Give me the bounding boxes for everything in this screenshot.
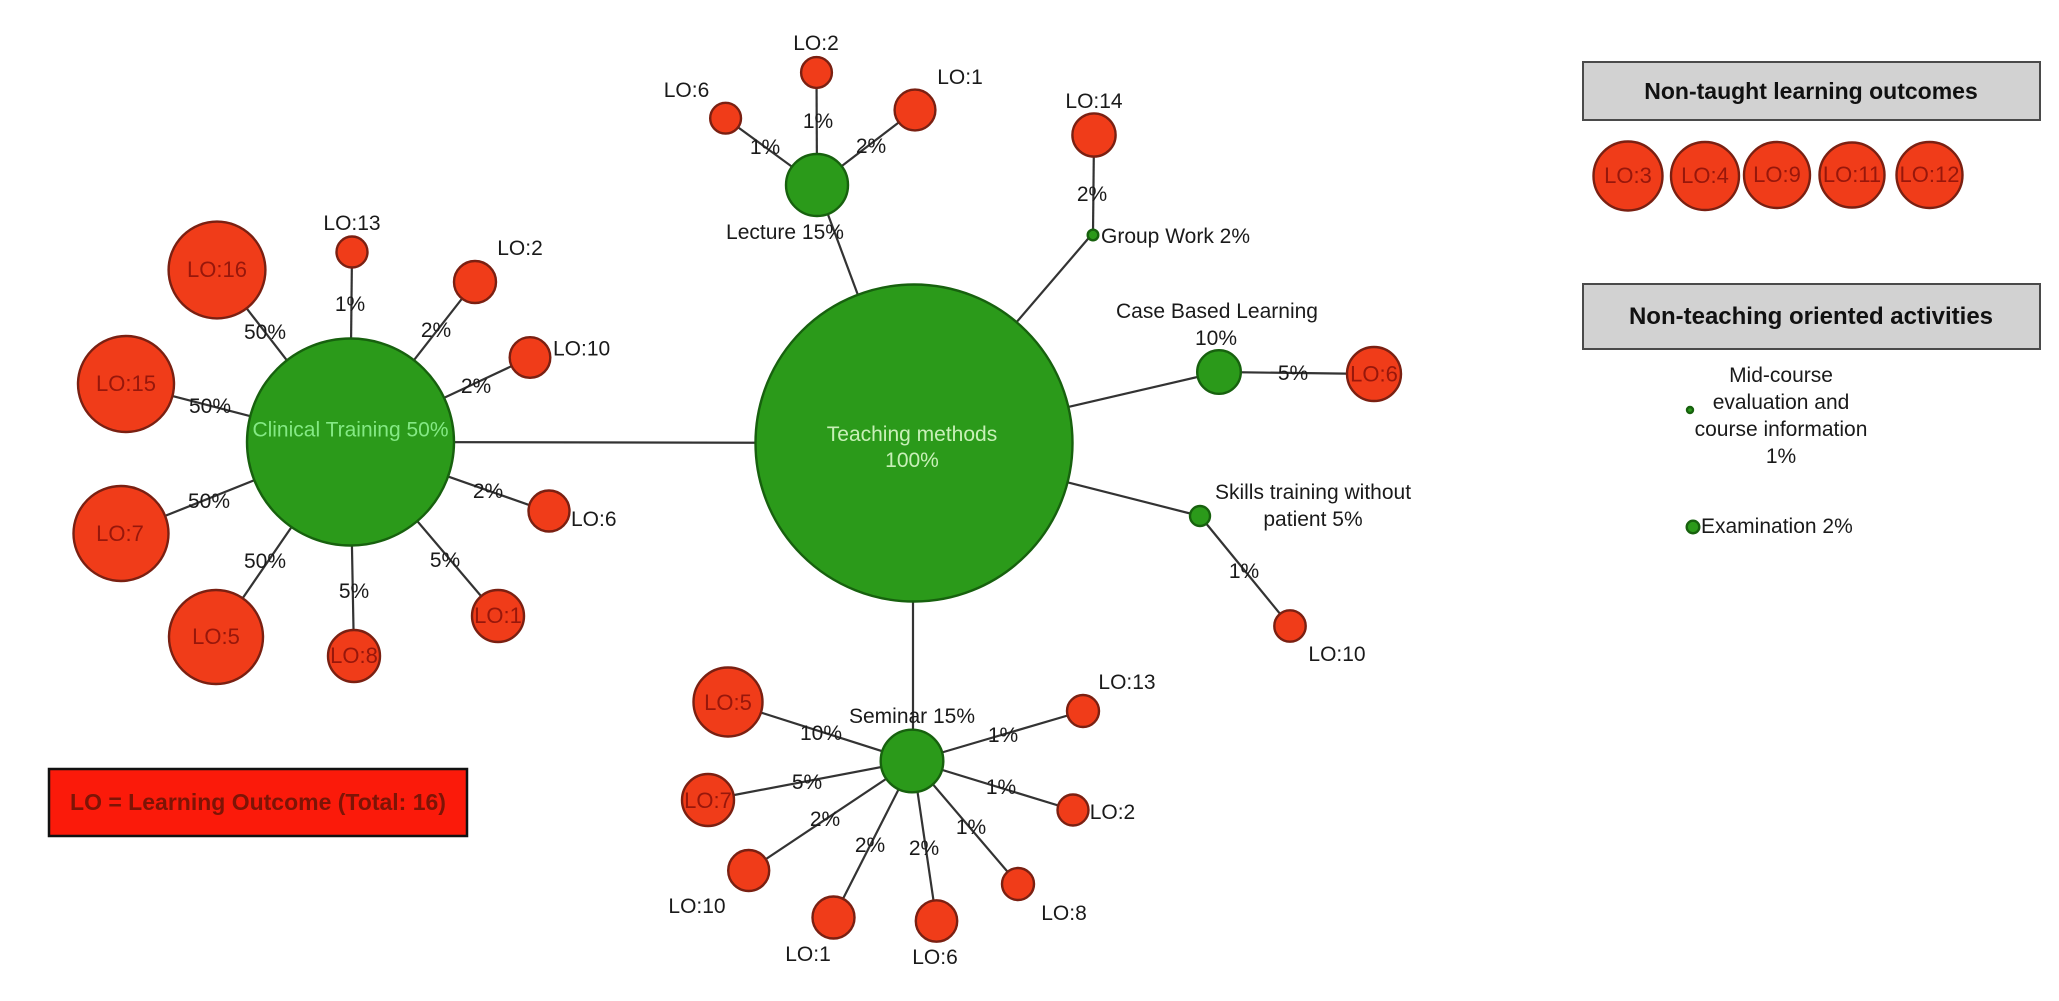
svg-text:Seminar 15%: Seminar 15%	[849, 705, 975, 728]
svg-text:1%: 1%	[335, 293, 365, 316]
svg-text:Clinical Training 50%: Clinical Training 50%	[252, 419, 448, 442]
svg-text:Teaching methods: Teaching methods	[827, 423, 997, 446]
svg-text:1%: 1%	[1766, 445, 1796, 468]
svg-text:1%: 1%	[803, 110, 833, 133]
svg-text:course information: course information	[1695, 418, 1868, 441]
svg-text:LO:13: LO:13	[1098, 671, 1155, 694]
svg-text:50%: 50%	[189, 395, 231, 418]
svg-text:50%: 50%	[244, 550, 286, 573]
svg-text:LO:8: LO:8	[330, 643, 378, 668]
svg-text:Case Based Learning: Case Based Learning	[1116, 300, 1318, 323]
svg-text:Non-teaching oriented activiti: Non-teaching oriented activities	[1629, 303, 1993, 330]
svg-text:2%: 2%	[810, 808, 840, 831]
svg-text:2%: 2%	[1077, 183, 1107, 206]
svg-text:LO:6: LO:6	[1350, 362, 1398, 387]
svg-text:1%: 1%	[1229, 560, 1259, 583]
svg-text:2%: 2%	[473, 480, 503, 503]
svg-text:10%: 10%	[1195, 327, 1237, 350]
svg-text:LO:14: LO:14	[1065, 90, 1123, 113]
svg-text:5%: 5%	[430, 549, 460, 572]
svg-text:LO:10: LO:10	[668, 895, 725, 918]
svg-text:LO:6: LO:6	[571, 508, 617, 531]
svg-text:LO:2: LO:2	[793, 32, 839, 55]
svg-text:LO = Learning Outcome (Total:: LO = Learning Outcome (Total: 16)	[70, 789, 446, 815]
svg-text:LO:7: LO:7	[684, 788, 732, 813]
svg-text:evaluation and: evaluation and	[1713, 391, 1850, 414]
svg-text:LO:7: LO:7	[96, 521, 144, 546]
svg-text:1%: 1%	[988, 724, 1018, 747]
svg-text:100%: 100%	[885, 449, 939, 472]
svg-text:5%: 5%	[792, 771, 822, 794]
svg-text:Examination 2%: Examination 2%	[1701, 515, 1853, 538]
svg-text:2%: 2%	[909, 837, 939, 860]
svg-text:LO:2: LO:2	[1090, 801, 1136, 824]
svg-text:LO:5: LO:5	[704, 690, 752, 715]
svg-text:Non-taught learning outcomes: Non-taught learning outcomes	[1644, 78, 1978, 104]
svg-text:LO:3: LO:3	[1604, 163, 1652, 188]
svg-text:2%: 2%	[855, 834, 885, 857]
svg-text:Skills training without: Skills training without	[1215, 481, 1411, 504]
svg-text:2%: 2%	[461, 375, 491, 398]
svg-text:1%: 1%	[956, 816, 986, 839]
svg-text:LO:1: LO:1	[474, 603, 522, 628]
svg-text:LO:11: LO:11	[1823, 162, 1881, 187]
svg-text:2%: 2%	[856, 135, 886, 158]
svg-text:1%: 1%	[986, 776, 1016, 799]
svg-text:50%: 50%	[244, 321, 286, 344]
svg-text:LO:1: LO:1	[937, 66, 983, 89]
svg-text:LO:8: LO:8	[1041, 902, 1087, 925]
svg-text:1%: 1%	[750, 136, 780, 159]
svg-text:5%: 5%	[1278, 362, 1308, 385]
svg-text:50%: 50%	[188, 490, 230, 513]
svg-text:LO:9: LO:9	[1753, 162, 1801, 187]
svg-text:10%: 10%	[800, 722, 842, 745]
svg-text:Lecture 15%: Lecture 15%	[726, 221, 844, 244]
svg-text:LO:2: LO:2	[497, 237, 543, 260]
svg-text:LO:1: LO:1	[785, 943, 831, 966]
svg-text:LO:6: LO:6	[664, 79, 710, 102]
svg-text:LO:10: LO:10	[1308, 643, 1365, 666]
svg-text:LO:16: LO:16	[187, 257, 247, 282]
svg-text:2%: 2%	[421, 319, 451, 342]
svg-text:LO:10: LO:10	[553, 338, 610, 361]
svg-text:LO:12: LO:12	[1900, 162, 1960, 187]
svg-text:LO:5: LO:5	[192, 624, 240, 649]
svg-text:5%: 5%	[339, 580, 369, 603]
svg-text:LO:13: LO:13	[323, 212, 380, 235]
svg-text:patient 5%: patient 5%	[1263, 508, 1362, 531]
svg-text:Group Work 2%: Group Work 2%	[1101, 225, 1250, 248]
svg-text:Mid-course: Mid-course	[1729, 364, 1833, 387]
svg-text:LO:15: LO:15	[96, 371, 156, 396]
svg-text:LO:6: LO:6	[912, 946, 958, 969]
svg-text:LO:4: LO:4	[1681, 163, 1729, 188]
